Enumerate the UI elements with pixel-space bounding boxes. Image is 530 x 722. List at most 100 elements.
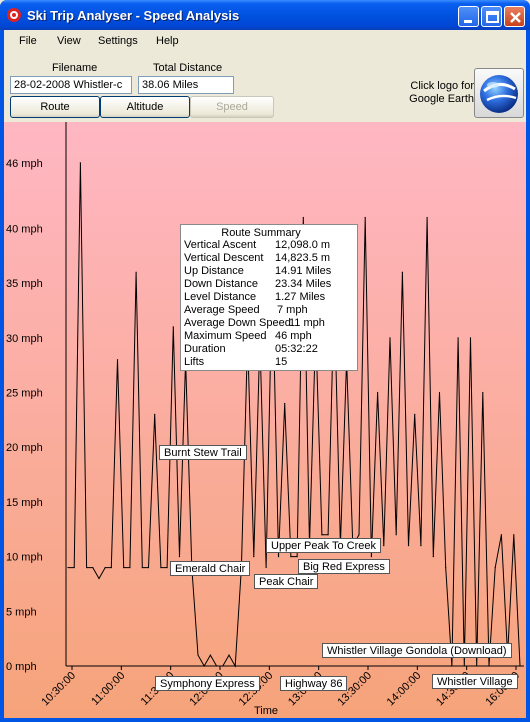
annotation-whistler-village: Whistler Village — [432, 674, 518, 689]
summary-label: Up Distance — [184, 265, 244, 277]
speed-point — [116, 359, 119, 361]
title-bar[interactable]: Ski Trip Analyser - Speed Analysis — [0, 0, 530, 30]
annotation-symphony-express: Symphony Express — [155, 676, 260, 691]
speed-point — [253, 556, 255, 558]
annotation-big-red-express: Big Red Express — [298, 559, 390, 574]
total-distance-label: Total Distance — [153, 62, 223, 74]
y-tick-label: 20 mph — [6, 442, 43, 454]
speed-point — [445, 566, 447, 569]
speed-point — [451, 665, 453, 667]
annotation-whistler-village-gondola: Whistler Village Gondola (Download) — [322, 643, 512, 658]
annotation-peak-chair: Peak Chair — [254, 574, 319, 589]
x-axis-label: Time — [254, 705, 278, 717]
speed-point — [426, 216, 428, 219]
y-tick-label: 46 mph — [6, 158, 43, 170]
speed-series-line — [68, 162, 521, 668]
speed-point — [476, 665, 478, 667]
speed-point — [327, 534, 329, 536]
speed-point — [376, 391, 379, 394]
speed-point — [414, 413, 416, 416]
window-title: Ski Trip Analyser - Speed Analysis — [27, 8, 240, 23]
speed-point — [209, 654, 212, 656]
summary-label: Average Down Speed — [184, 317, 291, 329]
speed-point — [135, 271, 137, 273]
filename-label: Filename — [52, 62, 98, 74]
total-distance-field[interactable]: 38.06 Miles — [138, 76, 234, 94]
speed-point — [85, 566, 88, 569]
speed-point — [500, 534, 503, 536]
close-button[interactable] — [504, 6, 525, 27]
y-tick-label: 35 mph — [6, 278, 43, 290]
speed-point — [203, 665, 205, 667]
altitude-button[interactable]: Altitude — [100, 96, 190, 118]
summary-value: 1.27 Miles — [275, 291, 326, 303]
y-tick-label: 30 mph — [6, 333, 43, 345]
summary-label: Vertical Ascent — [184, 239, 257, 251]
close-icon — [510, 12, 521, 23]
speed-point — [321, 534, 323, 536]
speed-point — [438, 391, 441, 394]
speed-button[interactable]: Speed — [190, 96, 274, 118]
speed-point — [154, 413, 156, 416]
speed-point — [364, 216, 366, 219]
app-icon — [7, 8, 21, 22]
minimize-icon — [464, 20, 472, 23]
speed-point — [222, 665, 224, 667]
summary-value: 14.91 Miles — [275, 265, 332, 277]
maximize-icon — [486, 11, 499, 23]
menu-settings[interactable]: Settings — [98, 35, 138, 47]
speed-point — [407, 545, 410, 547]
summary-value: 14,823.5 m — [275, 252, 331, 264]
speed-point — [178, 556, 181, 558]
speed-point — [463, 665, 465, 667]
google-earth-button[interactable] — [474, 68, 524, 118]
y-tick-label: 5 mph — [6, 606, 37, 618]
speed-point — [383, 545, 385, 547]
speed-point — [296, 556, 298, 558]
speed-point — [488, 665, 490, 667]
chart-background — [4, 122, 526, 718]
google-earth-icon — [480, 75, 518, 113]
speed-chart: 0 mph 5 mph 10 mph 15 mph 20 mph 25 mph 30 mph… — [4, 122, 526, 718]
speed-point — [123, 566, 125, 569]
speed-point — [432, 556, 434, 558]
menu-help[interactable]: Help — [156, 35, 179, 47]
speed-point — [98, 577, 100, 580]
minimize-button[interactable] — [458, 6, 479, 27]
speed-point — [67, 566, 69, 569]
y-tick-label: 25 mph — [6, 388, 43, 400]
speed-point — [234, 665, 236, 667]
speed-point — [457, 337, 459, 339]
google-earth-hint-line2: Google Earth — [409, 93, 474, 105]
route-button[interactable]: Route — [10, 96, 100, 118]
speed-point — [141, 566, 143, 569]
speed-point — [79, 162, 81, 164]
speed-point — [302, 216, 304, 219]
menu-file[interactable]: File — [19, 35, 37, 47]
speed-point — [420, 545, 422, 547]
summary-label: Average Speed — [184, 304, 260, 316]
filename-field[interactable]: 28-02-2008 Whistler-c — [10, 76, 132, 94]
speed-point — [166, 566, 168, 569]
speed-point — [104, 566, 106, 569]
speed-point — [395, 534, 397, 536]
speed-point — [494, 566, 496, 569]
summary-value: 7 mph — [277, 304, 308, 316]
summary-value: 15 — [275, 356, 288, 368]
summary-label: Level Distance — [184, 291, 257, 303]
annotation-highway-86: Highway 86 — [280, 676, 348, 691]
google-earth-hint: Click logo for Google Earth — [409, 80, 474, 106]
maximize-button[interactable] — [481, 6, 502, 27]
summary-label: Down Distance — [184, 278, 258, 290]
speed-point — [482, 391, 484, 394]
speed-point — [197, 654, 199, 656]
summary-label: Vertical Descent — [184, 252, 264, 264]
menu-view[interactable]: View — [57, 35, 81, 47]
summary-label: Maximum Speed — [184, 330, 267, 342]
speed-point — [277, 556, 280, 558]
summary-value: 12,098.0 m — [275, 239, 331, 251]
annotation-burnt-stew-trail: Burnt Stew Trail — [159, 445, 247, 460]
speed-point — [284, 402, 286, 405]
speed-point — [290, 556, 292, 558]
